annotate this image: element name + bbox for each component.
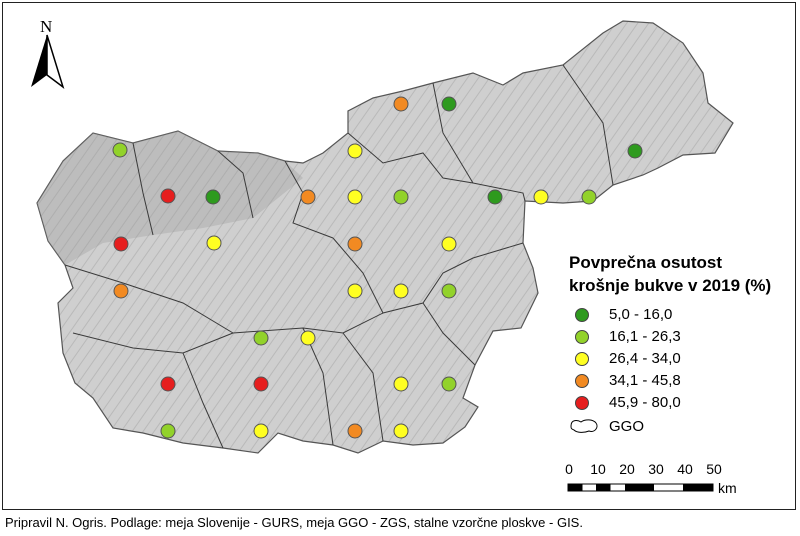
legend-title: Povprečna osutost krošnje bukve v 2019 (… — [569, 251, 793, 297]
ggo-label: GGO — [609, 418, 645, 435]
plot-point[interactable] — [393, 376, 409, 392]
plot-point[interactable] — [112, 142, 128, 158]
plot-point[interactable] — [393, 96, 409, 112]
plot-point[interactable] — [347, 283, 363, 299]
legend-swatch — [575, 352, 589, 366]
plot-point[interactable] — [441, 236, 457, 252]
plot-point[interactable] — [487, 189, 503, 205]
scale-tick-label: 50 — [706, 461, 722, 477]
legend-label: 34,1 - 45,8 — [609, 372, 681, 389]
plot-point[interactable] — [441, 283, 457, 299]
sample-plots — [112, 96, 643, 439]
legend-item: 34,1 - 45,8 — [563, 371, 793, 393]
plot-point[interactable] — [627, 143, 643, 159]
scale-bar-graphic — [567, 483, 714, 492]
legend-swatch — [575, 396, 589, 410]
north-arrow-icon — [31, 34, 65, 89]
plot-point[interactable] — [441, 96, 457, 112]
country-outline — [36, 20, 734, 454]
plot-point[interactable] — [160, 376, 176, 392]
plot-point[interactable] — [253, 423, 269, 439]
map-frame: N Povprečna osutost krošnje bukve v 2019… — [2, 2, 796, 510]
plot-point[interactable] — [393, 423, 409, 439]
legend-item: 16,1 - 26,3 — [563, 327, 793, 349]
plot-point[interactable] — [347, 143, 363, 159]
plot-point[interactable] — [300, 189, 316, 205]
plot-point[interactable] — [113, 283, 129, 299]
legend-label: 16,1 - 26,3 — [609, 328, 681, 345]
legend-label: 26,4 - 34,0 — [609, 350, 681, 367]
legend-swatch — [575, 374, 589, 388]
plot-point[interactable] — [253, 376, 269, 392]
plot-point[interactable] — [253, 330, 269, 346]
scale-bar: 0 10 20 30 40 50 km — [563, 461, 793, 501]
plot-point[interactable] — [347, 423, 363, 439]
legend-title-line2: krošnje bukve v 2019 (%) — [569, 276, 772, 295]
plot-point[interactable] — [393, 283, 409, 299]
legend-swatch — [575, 308, 589, 322]
plot-point[interactable] — [533, 189, 549, 205]
scale-tick-label: 0 — [565, 461, 573, 477]
scale-tick-label: 30 — [648, 461, 664, 477]
plot-point[interactable] — [206, 235, 222, 251]
plot-point[interactable] — [393, 189, 409, 205]
scale-tick-label: 20 — [619, 461, 635, 477]
legend-label: 45,9 - 80,0 — [609, 394, 681, 411]
legend-item: 45,9 - 80,0 — [563, 393, 793, 415]
plot-point[interactable] — [160, 423, 176, 439]
plot-point[interactable] — [300, 330, 316, 346]
plot-point[interactable] — [160, 188, 176, 204]
plot-point[interactable] — [347, 236, 363, 252]
scale-unit: km — [718, 480, 737, 496]
legend-label: 5,0 - 16,0 — [609, 306, 673, 323]
plot-point[interactable] — [205, 189, 221, 205]
ggo-boundary-icon — [570, 419, 598, 433]
north-label: N — [40, 17, 53, 36]
legend-item: 26,4 - 34,0 — [563, 349, 793, 371]
plot-point[interactable] — [441, 376, 457, 392]
plot-point[interactable] — [581, 189, 597, 205]
slovenia-map — [36, 20, 734, 454]
legend-title-line1: Povprečna osutost — [569, 253, 723, 272]
legend-swatch — [575, 330, 589, 344]
legend-item-ggo: GGO — [563, 415, 793, 439]
map-caption: Pripravil N. Ogris. Podlage: meja Sloven… — [5, 515, 583, 530]
legend-item: 5,0 - 16,0 — [563, 305, 793, 327]
scale-tick-label: 40 — [677, 461, 693, 477]
scale-tick-label: 10 — [590, 461, 606, 477]
legend: Povprečna osutost krošnje bukve v 2019 (… — [563, 251, 793, 439]
plot-point[interactable] — [347, 189, 363, 205]
plot-point[interactable] — [113, 236, 129, 252]
